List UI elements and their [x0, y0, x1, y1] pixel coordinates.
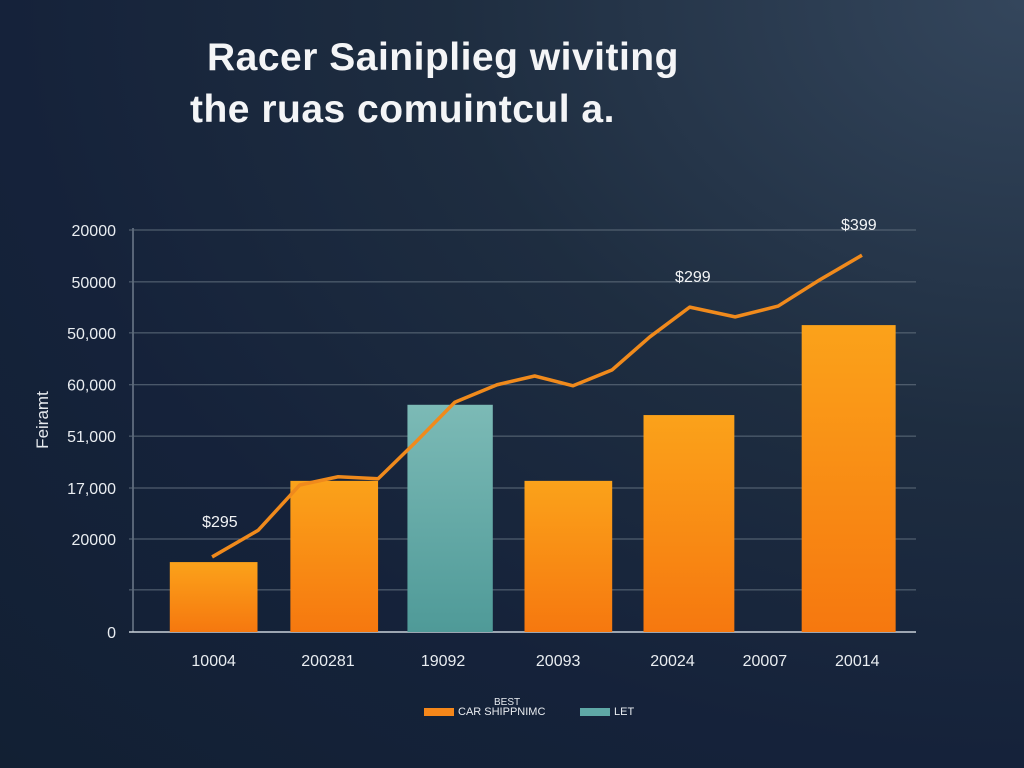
chart-title-line-2: the ruas comuintcul a.: [190, 88, 615, 131]
y-tick-label: 50,000: [67, 326, 116, 343]
y-axis-label: Feiramt: [33, 391, 52, 449]
bar: [524, 480, 613, 632]
x-tick-label: 20007: [743, 653, 788, 670]
data-label: $295: [202, 514, 238, 531]
legend-entry-let: LET: [580, 706, 634, 718]
y-tick-label: 60,000: [67, 378, 116, 395]
y-tick-label: 17,000: [67, 481, 116, 498]
y-tick-label: 50000: [72, 275, 117, 292]
y-tick-label: 20000: [72, 532, 117, 549]
x-tick-label: 20024: [650, 653, 695, 670]
bar: [290, 480, 379, 632]
x-tick-label: 20093: [536, 653, 581, 670]
x-tick-label: 200281: [301, 653, 354, 670]
bar: [407, 404, 493, 632]
legend-swatch-teal: [580, 708, 610, 716]
legend-label-top: BEST: [494, 697, 521, 708]
legend-entry-car-shipping: BEST CAR SHIPPNIMC: [424, 697, 546, 718]
y-tick-label: 20000: [72, 223, 117, 240]
bar: [169, 562, 258, 632]
bar: [643, 415, 735, 632]
x-tick-label: 10004: [191, 653, 236, 670]
bar: [801, 325, 896, 632]
y-tick-label: 51,000: [67, 429, 116, 446]
x-tick-label: 20014: [835, 653, 880, 670]
legend-swatch-orange: [424, 708, 454, 716]
trend-line: [211, 253, 863, 559]
y-tick-label: 0: [107, 625, 116, 642]
legend-label: CAR SHIPPNIMC: [458, 706, 546, 718]
x-tick-label: 19092: [421, 653, 466, 670]
chart-title-line-1: Racer Sainiplieg wiviting: [207, 36, 679, 79]
data-label: $399: [841, 217, 877, 234]
data-label: $299: [675, 269, 711, 286]
legend-label: LET: [614, 706, 635, 718]
